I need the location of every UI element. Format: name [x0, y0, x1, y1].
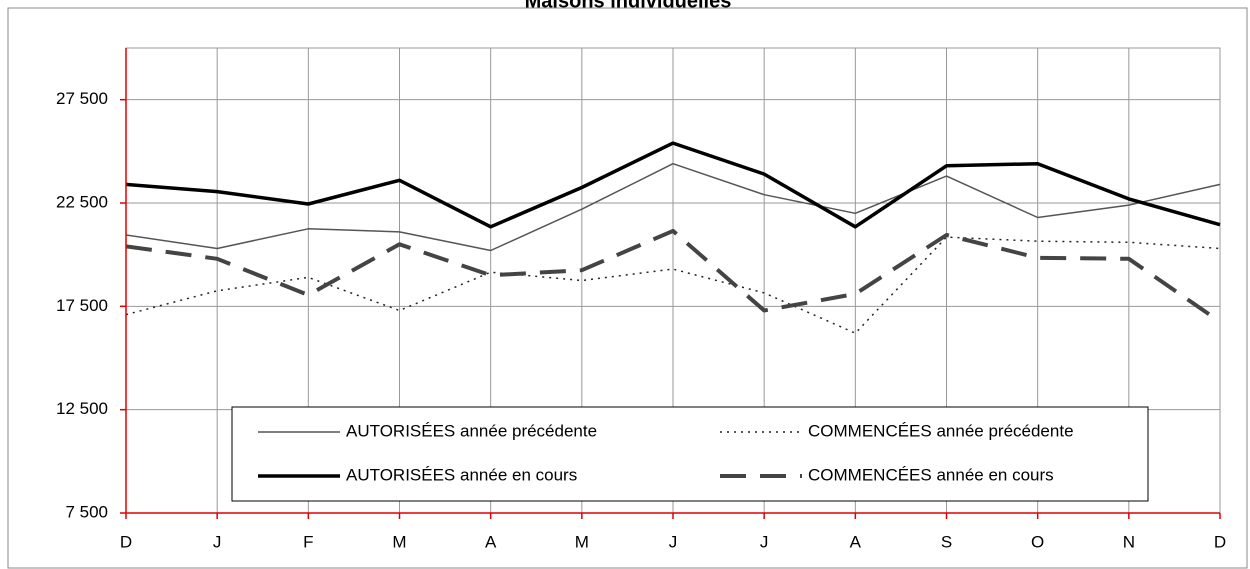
x-tick-label: A [850, 532, 862, 551]
y-tick-label: 17 500 [56, 296, 108, 315]
x-tick-label: N [1123, 532, 1135, 551]
y-tick-label: 27 500 [56, 89, 108, 108]
legend-label: COMMENCÉES année en cours [808, 465, 1054, 484]
legend-box [231, 406, 1149, 502]
legend-label: AUTORISÉES année précédente [346, 421, 597, 440]
x-tick-label: S [941, 532, 952, 551]
y-tick-label: 7 500 [65, 502, 108, 521]
x-tick-label: J [760, 532, 769, 551]
x-tick-label: D [1214, 532, 1226, 551]
x-tick-label: M [392, 532, 406, 551]
chart-title: Maisons individuelles [525, 0, 732, 12]
y-tick-label: 22 500 [56, 192, 108, 211]
x-tick-label: D [120, 532, 132, 551]
legend: AUTORISÉES année précédente COMMENCÉES an… [258, 421, 1074, 484]
series-line [125, 228, 1222, 324]
chart-frame [7, 7, 1248, 569]
legend-label: COMMENCÉES année précédente [808, 421, 1074, 440]
x-tick-label: A [485, 532, 497, 551]
series-line [125, 141, 1221, 229]
x-tick-label: M [575, 532, 589, 551]
y-tick-label: 12 500 [56, 399, 108, 418]
legend-label: AUTORISÉES année en cours [346, 465, 577, 484]
series-line [125, 162, 1221, 252]
x-tick-label: F [303, 532, 313, 551]
lines [125, 141, 1222, 334]
x-tick-label: O [1031, 532, 1044, 551]
x-tick-label: J [213, 532, 222, 551]
x-tick-label: J [669, 532, 678, 551]
axes: 7 500 12 500 17 500 22 500 27 500 D J F M A M J J A S O… [56, 48, 1226, 551]
